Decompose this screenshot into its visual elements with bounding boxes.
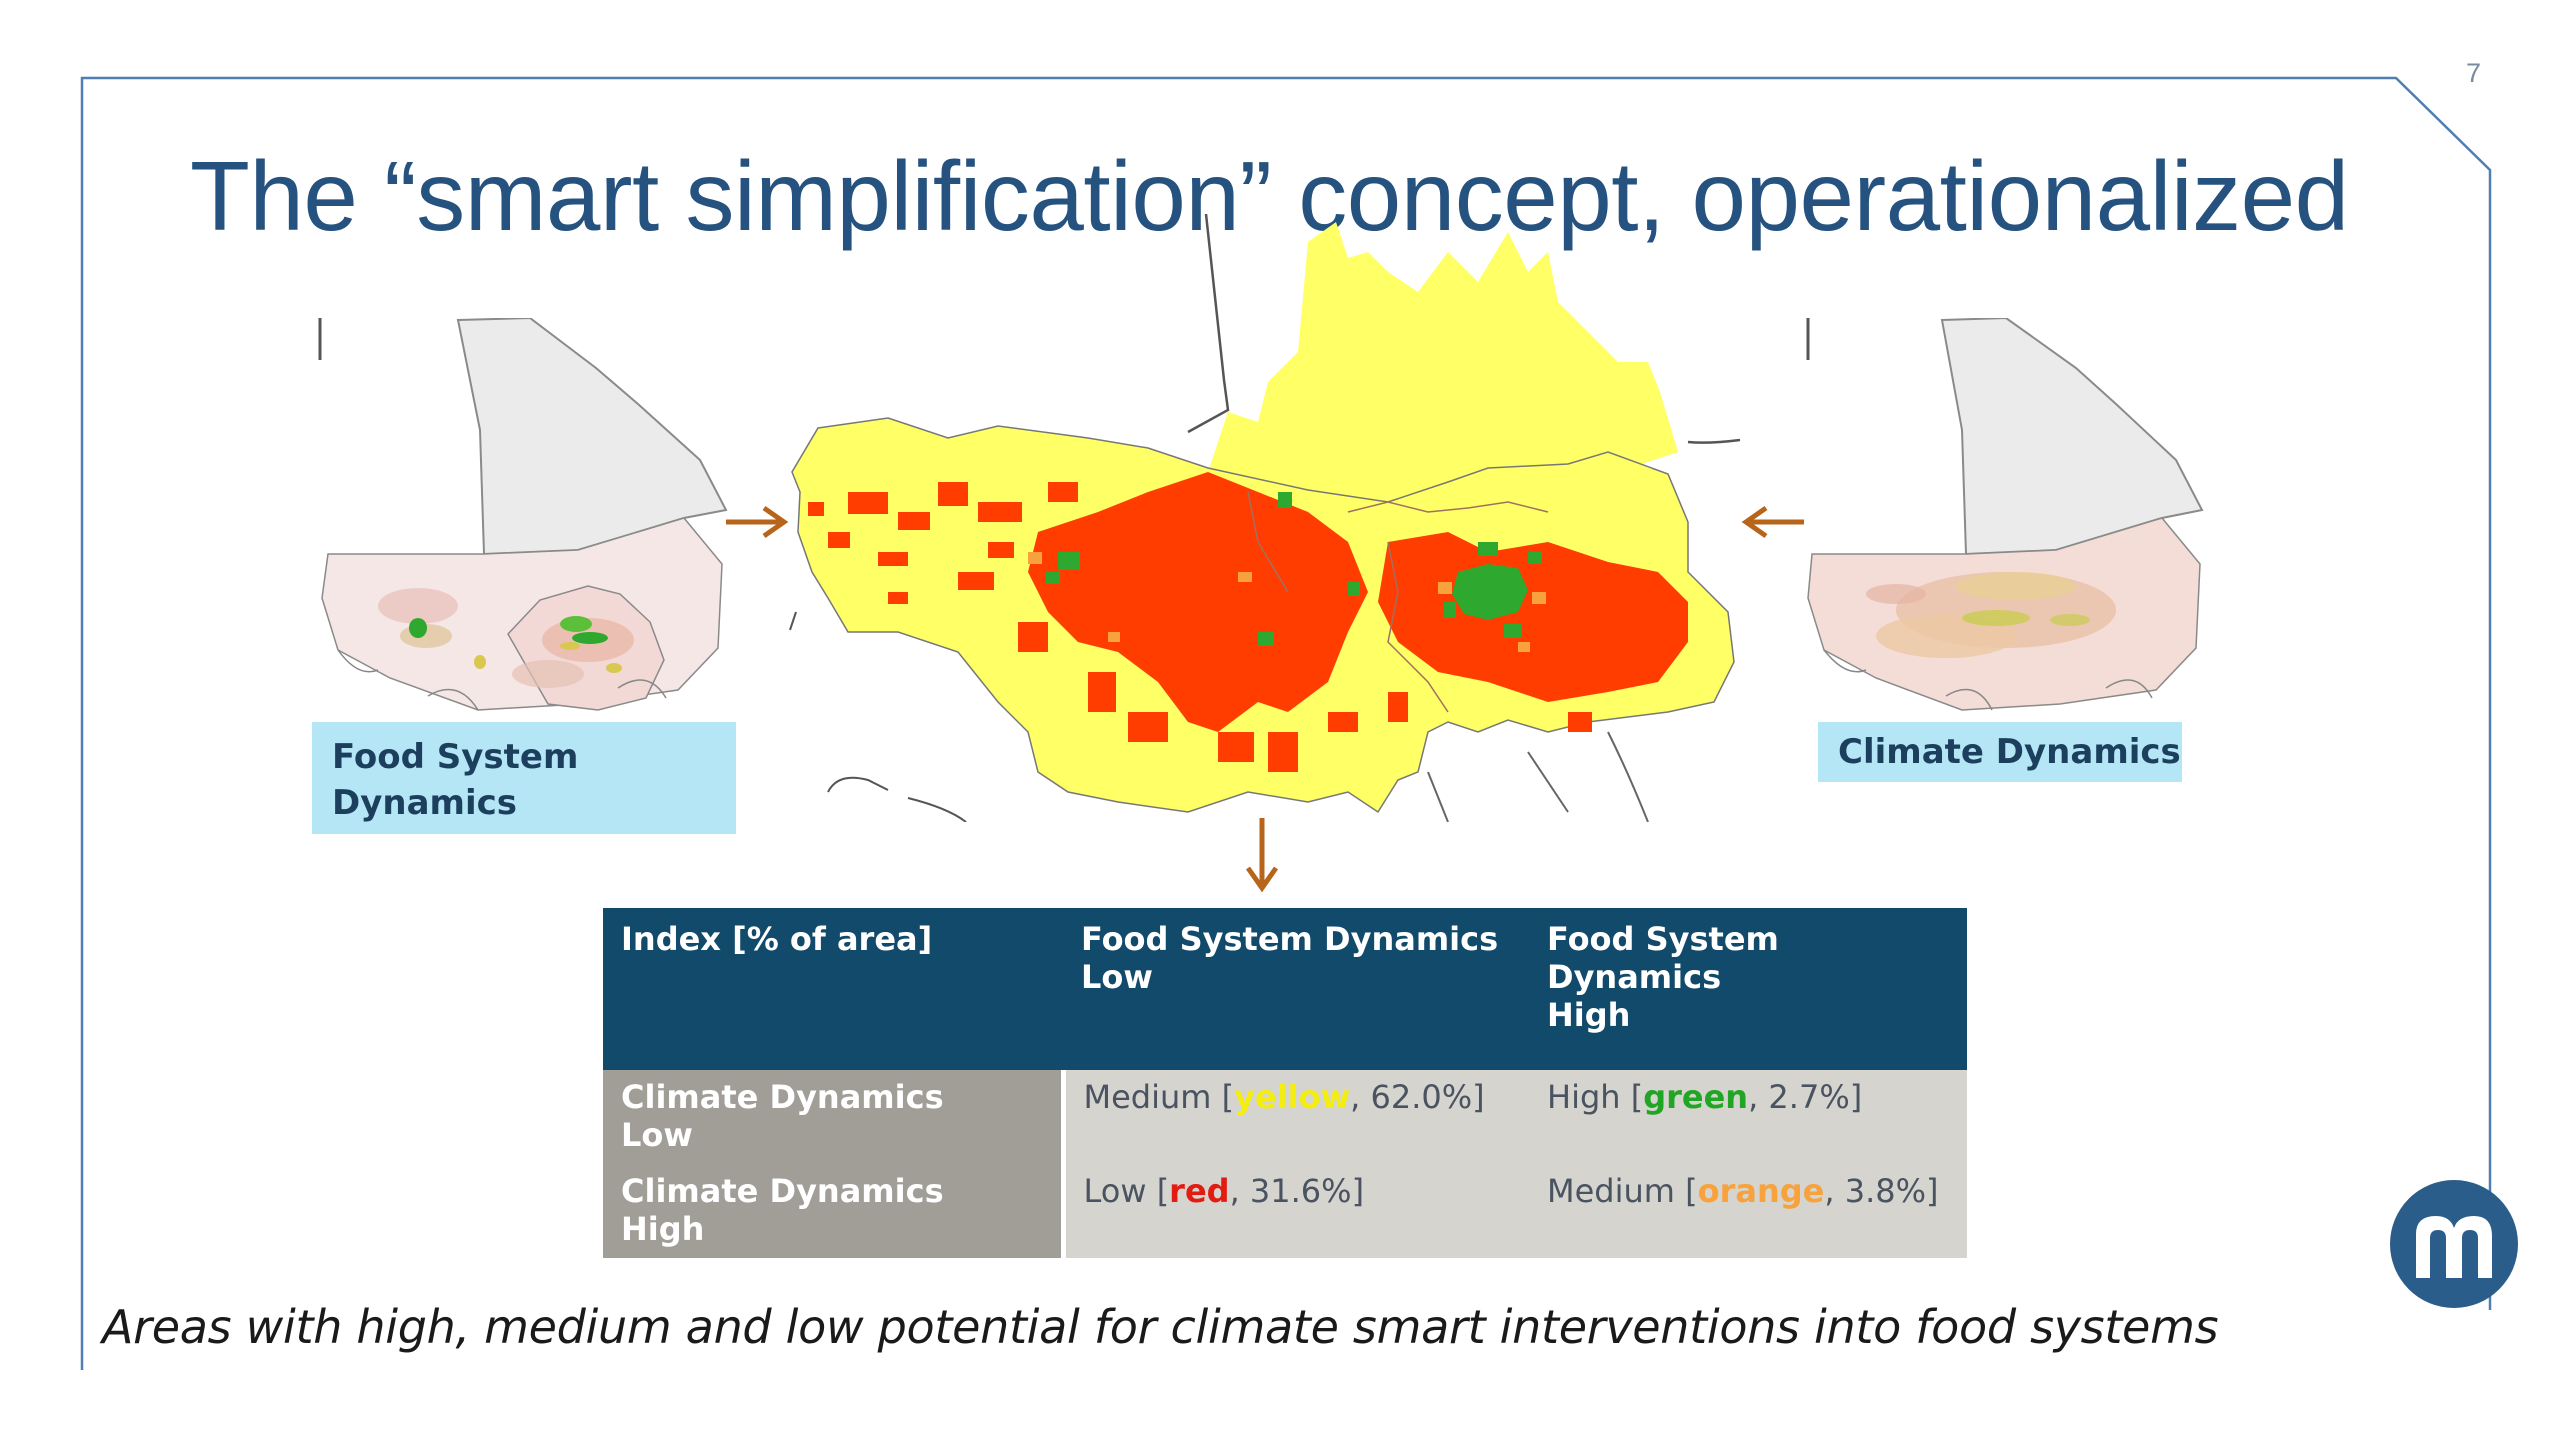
row-head-line-2: Low bbox=[621, 1116, 693, 1154]
cell-label: Medium bbox=[1547, 1172, 1675, 1210]
table-row: Climate Dynamics Low Medium [yellow, 62.… bbox=[603, 1070, 1967, 1164]
cell-cd-low-fsd-low: Medium [yellow, 62.0%] bbox=[1063, 1070, 1529, 1164]
header-index-line-1: Index [% of area] bbox=[621, 920, 933, 958]
food-system-dynamics-label-line-1: Food System bbox=[332, 737, 579, 777]
cell-cd-high-fsd-low: Low [red, 31.6%] bbox=[1063, 1164, 1529, 1258]
climate-dynamics-label: Climate Dynamics bbox=[1818, 722, 2182, 782]
table-row: Climate Dynamics High Low [red, 31.6%] M… bbox=[603, 1164, 1967, 1258]
header-fsd-low: Food System Dynamics Low bbox=[1063, 908, 1529, 1070]
table-header-row: Index [% of area] Food System Dynamics L… bbox=[603, 908, 1967, 1070]
color-word: green bbox=[1643, 1078, 1749, 1116]
food-system-dynamics-label: Food System Dynamics bbox=[312, 722, 736, 834]
arrow-right-icon bbox=[726, 505, 789, 539]
arrow-left-icon bbox=[1741, 505, 1804, 539]
arrow-down-icon bbox=[1245, 818, 1279, 893]
slide-title: The “smart simplification” concept, oper… bbox=[190, 141, 2349, 251]
page-number: 7 bbox=[2466, 58, 2482, 88]
color-word: orange bbox=[1697, 1172, 1825, 1210]
row-head-line-2: High bbox=[621, 1210, 705, 1248]
header-fsd-high-line-1: Food System bbox=[1547, 920, 1779, 958]
color-word: yellow bbox=[1234, 1078, 1351, 1116]
row-head-cd-low: Climate Dynamics Low bbox=[603, 1070, 1066, 1164]
header-fsd-high: Food System Dynamics High bbox=[1529, 908, 1967, 1070]
header-fsd-high-line-3: High bbox=[1547, 996, 1631, 1034]
cell-label: High bbox=[1547, 1078, 1621, 1116]
row-head-cd-high: Climate Dynamics High bbox=[603, 1164, 1066, 1258]
header-index: Index [% of area] bbox=[603, 908, 1063, 1070]
cell-value: 31.6% bbox=[1249, 1172, 1352, 1210]
cell-value: 3.8% bbox=[1844, 1172, 1926, 1210]
index-table: Index [% of area] Food System Dynamics L… bbox=[603, 908, 1970, 1258]
cell-cd-high-fsd-high: Medium [orange, 3.8%] bbox=[1529, 1164, 1967, 1258]
m-logo-icon bbox=[2388, 1178, 2518, 1310]
cell-label: Medium bbox=[1083, 1078, 1212, 1116]
cell-value: 62.0% bbox=[1370, 1078, 1473, 1116]
food-system-dynamics-map bbox=[318, 318, 732, 720]
climate-dynamics-map bbox=[1806, 318, 2204, 720]
caption: Areas with high, medium and low potentia… bbox=[102, 1300, 2219, 1354]
combined-index-map bbox=[788, 212, 1748, 822]
row-head-line-1: Climate Dynamics bbox=[621, 1078, 944, 1116]
food-system-dynamics-label-line-2: Dynamics bbox=[332, 783, 518, 823]
cell-label: Low bbox=[1083, 1172, 1147, 1210]
header-fsd-low-line-2: Low bbox=[1081, 958, 1153, 996]
cell-value: 2.7% bbox=[1768, 1078, 1850, 1116]
row-head-line-1: Climate Dynamics bbox=[621, 1172, 944, 1210]
color-word: red bbox=[1169, 1172, 1230, 1210]
header-fsd-low-line-1: Food System Dynamics bbox=[1081, 920, 1499, 958]
cell-cd-low-fsd-high: High [green, 2.7%] bbox=[1529, 1070, 1967, 1164]
header-fsd-high-line-2: Dynamics bbox=[1547, 958, 1722, 996]
